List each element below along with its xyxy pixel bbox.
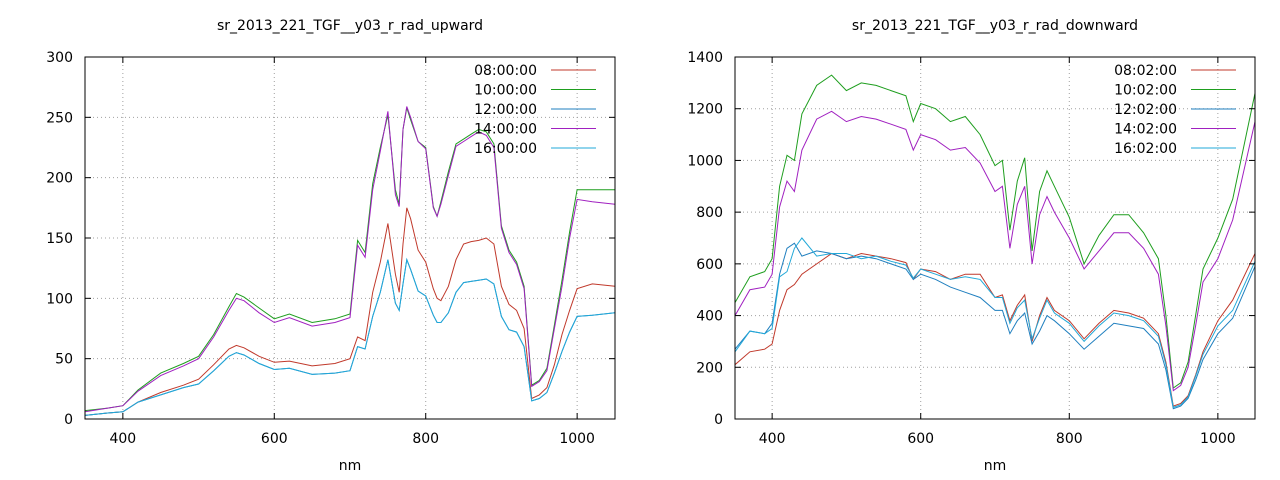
y-tick-label: 200 (46, 171, 73, 187)
series-line-3 (735, 242, 1255, 410)
legend-label-2: 10:02:00 (1114, 83, 1177, 99)
series-line-5 (85, 257, 615, 416)
y-tick-label: 0 (714, 412, 723, 428)
y-tick-label: 50 (55, 352, 73, 368)
y-tick-label: 0 (64, 412, 73, 428)
legend-label-2: 10:00:00 (474, 83, 537, 99)
y-tick-label: 200 (696, 360, 723, 376)
x-tick-label: 600 (907, 431, 934, 447)
series-line-4 (85, 106, 615, 413)
y-tick-label: 100 (46, 291, 73, 307)
series-line-3 (85, 257, 615, 416)
legend-label-4: 14:00:00 (474, 122, 537, 138)
legend-label-1: 08:02:00 (1114, 63, 1177, 79)
y-tick-label: 400 (696, 309, 723, 325)
chart-title: sr_2013_221_TGF__y03_r_rad_downward (852, 18, 1138, 34)
legend-label-5: 16:00:00 (474, 141, 537, 157)
legend-label-4: 14:02:00 (1114, 122, 1177, 138)
legend-label-5: 16:02:00 (1114, 141, 1177, 157)
legend-label-3: 12:00:00 (474, 102, 537, 118)
y-tick-label: 150 (46, 231, 73, 247)
legend-label-1: 08:00:00 (474, 63, 537, 79)
x-tick-label: 800 (1056, 431, 1083, 447)
x-tick-label: 400 (759, 431, 786, 447)
series-line-1 (85, 207, 615, 416)
y-tick-label: 1200 (687, 102, 723, 118)
legend-label-3: 12:02:00 (1114, 102, 1177, 118)
x-axis-label: nm (984, 458, 1007, 474)
chart-downward: sr_2013_221_TGF__y03_r_rad_downward 400 60… (640, 0, 1280, 480)
x-tick-label: 800 (412, 431, 439, 447)
y-tick-label: 1000 (687, 153, 723, 169)
x-axis-label: nm (339, 458, 362, 474)
series-line-4 (735, 110, 1255, 392)
x-tick-label: 1000 (1200, 431, 1236, 447)
x-tick-label: 1000 (559, 431, 595, 447)
plot-frame (734, 56, 1256, 420)
chart-title: sr_2013_221_TGF__y03_r_rad_upward (217, 18, 483, 34)
chart-upward-svg: sr_2013_221_TGF__y03_r_rad_upward 400 600 8… (46, 18, 616, 474)
x-tick-label: 400 (109, 431, 136, 447)
series-line-2 (735, 74, 1255, 389)
series-line-1 (735, 252, 1255, 407)
y-tick-label: 800 (696, 205, 723, 221)
y-tick-label: 250 (46, 110, 73, 126)
y-tick-label: 1400 (687, 50, 723, 66)
chart-upward: sr_2013_221_TGF__y03_r_rad_upward 400 600 8… (46, 18, 616, 474)
y-tick-label: 600 (696, 257, 723, 273)
y-tick-label: 300 (46, 50, 73, 66)
x-tick-label: 600 (261, 431, 288, 447)
series-line-5 (735, 237, 1255, 409)
chart-downward-svg: sr_2013_221_TGF__y03_r_rad_downward 400 60… (687, 18, 1256, 474)
